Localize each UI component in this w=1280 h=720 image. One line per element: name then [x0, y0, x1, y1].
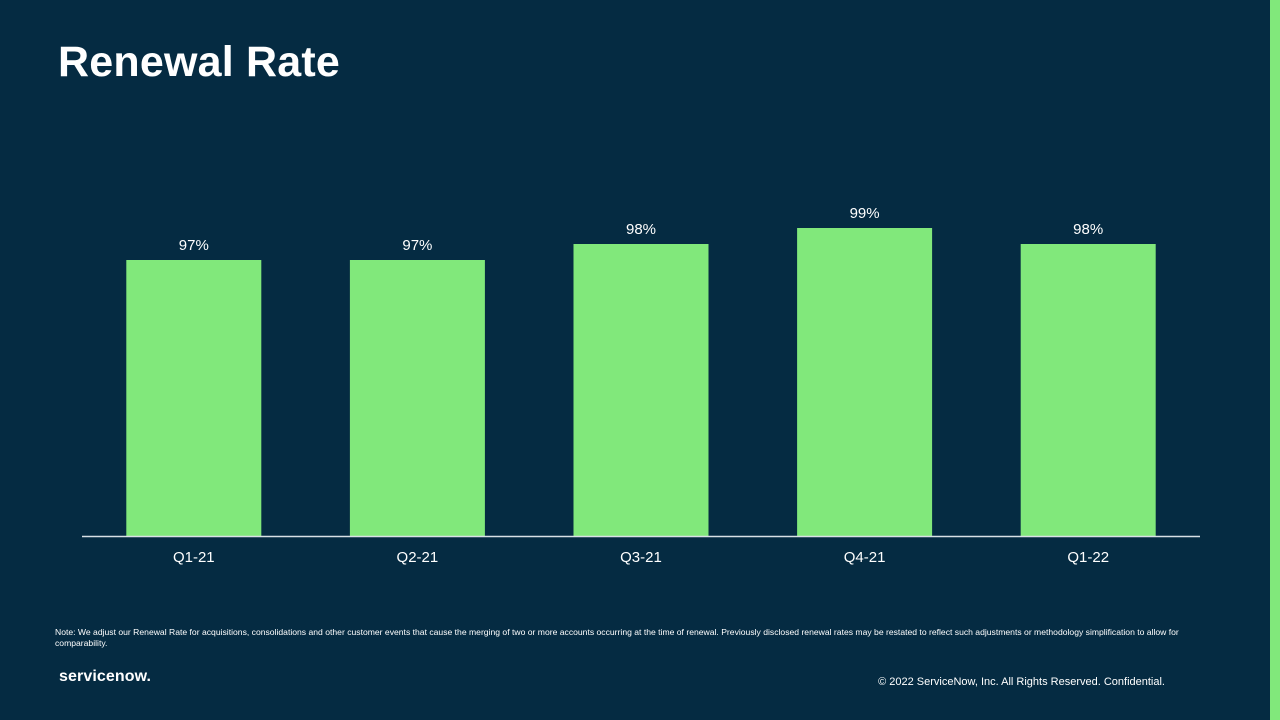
bar-chart: 97% 97%98%99%98% Q1-21 Q2-21 Q3-21 Q4-21 Q1-2…	[82, 205, 1200, 566]
value-labels-layer: 97% 97% 98% 99% 98%	[179, 205, 1103, 254]
x-tick-q3-21: Q3-21	[620, 549, 662, 566]
x-ticks-layer: Q1-21 Q2-21 Q3-21 Q4-21 Q1-22	[173, 549, 1109, 566]
bar-q3-21	[573, 244, 709, 536]
value-label-q4-21: 99%	[850, 205, 880, 222]
bar-q1-21	[126, 260, 262, 536]
copyright-text: © 2022 ServiceNow, Inc. All Rights Reser…	[878, 676, 1165, 688]
bar-q4-21	[797, 228, 933, 536]
slide-title: Renewal Rate	[58, 38, 341, 86]
x-tick-q4-21: Q4-21	[844, 549, 886, 566]
bar-q1-22	[1020, 244, 1156, 536]
footnote: Note: We adjust our Renewal Rate for acq…	[55, 627, 1179, 648]
accent-stripe	[1270, 0, 1280, 720]
x-tick-q2-21: Q2-21	[397, 549, 439, 566]
value-label-q2-21: 97%	[402, 237, 432, 254]
servicenow-logo: servicenow.	[59, 668, 152, 685]
value-label-q1-22: 98%	[1073, 221, 1103, 238]
value-label-q3-21: 98%	[626, 221, 656, 238]
bar-q2-21	[349, 260, 485, 536]
x-tick-q1-22: Q1-22	[1067, 549, 1109, 566]
bars-layer	[126, 228, 1156, 536]
x-tick-q1-21: Q1-21	[173, 549, 215, 566]
value-label-q1-21: 97%	[179, 237, 209, 254]
